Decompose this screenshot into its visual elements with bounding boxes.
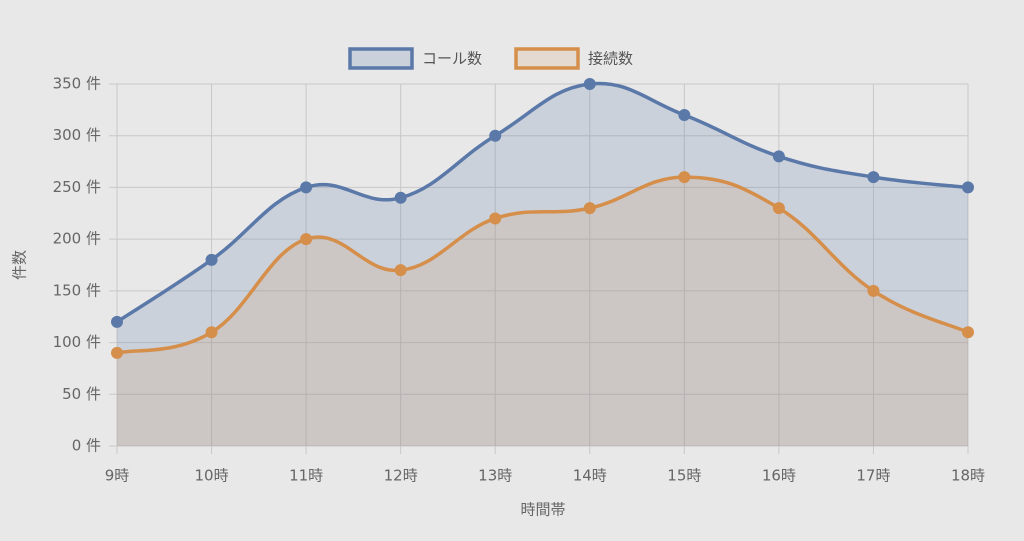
line	[116, 81, 969, 324]
x-tick-label: 11時	[289, 467, 323, 485]
x-tick-label: 10時	[195, 467, 229, 485]
point	[111, 315, 123, 328]
y-tick-label: 350 件	[53, 75, 101, 93]
point	[962, 326, 974, 339]
x-tick-label: 17時	[856, 467, 890, 485]
point	[394, 264, 407, 277]
point	[867, 171, 880, 184]
point	[489, 129, 502, 142]
point	[300, 181, 313, 194]
point	[583, 202, 596, 215]
x-tick-label: 9時	[105, 467, 130, 485]
y-tick-label: 200 件	[53, 230, 101, 248]
area	[117, 177, 968, 447]
x-tick-label: 12時	[384, 467, 418, 485]
area	[117, 83, 968, 447]
legend-swatch	[348, 47, 414, 70]
point	[867, 284, 880, 297]
x-tick-label: 14時	[573, 467, 607, 485]
point	[205, 253, 218, 266]
point	[678, 109, 691, 122]
y-tick-label: 100 件	[53, 333, 101, 351]
point	[772, 202, 785, 215]
point	[583, 78, 596, 90]
point	[394, 191, 407, 204]
legend-label: コール数	[422, 50, 482, 68]
y-tick-label: 300 件	[53, 126, 101, 144]
x-tick-label: 15時	[667, 467, 701, 485]
x-tick-label: 16時	[762, 467, 796, 485]
point	[205, 326, 218, 339]
x-axis-title: 時間帯	[520, 501, 565, 519]
y-axis-title: 件数	[11, 250, 29, 280]
x-tick-label: 13時	[478, 467, 512, 485]
x-tick-label: 18時	[951, 467, 985, 485]
point	[678, 171, 691, 184]
line	[116, 175, 969, 355]
point	[489, 212, 502, 225]
point	[772, 150, 785, 163]
y-tick-label: 150 件	[53, 281, 101, 299]
point	[962, 181, 974, 194]
point	[300, 233, 313, 246]
y-tick-label: 50 件	[62, 385, 101, 403]
legend-swatch	[514, 47, 580, 70]
y-tick-label: 0 件	[72, 437, 101, 455]
legend-label: 接続数	[588, 50, 633, 68]
y-tick-label: 250 件	[53, 178, 101, 196]
point	[111, 346, 123, 359]
